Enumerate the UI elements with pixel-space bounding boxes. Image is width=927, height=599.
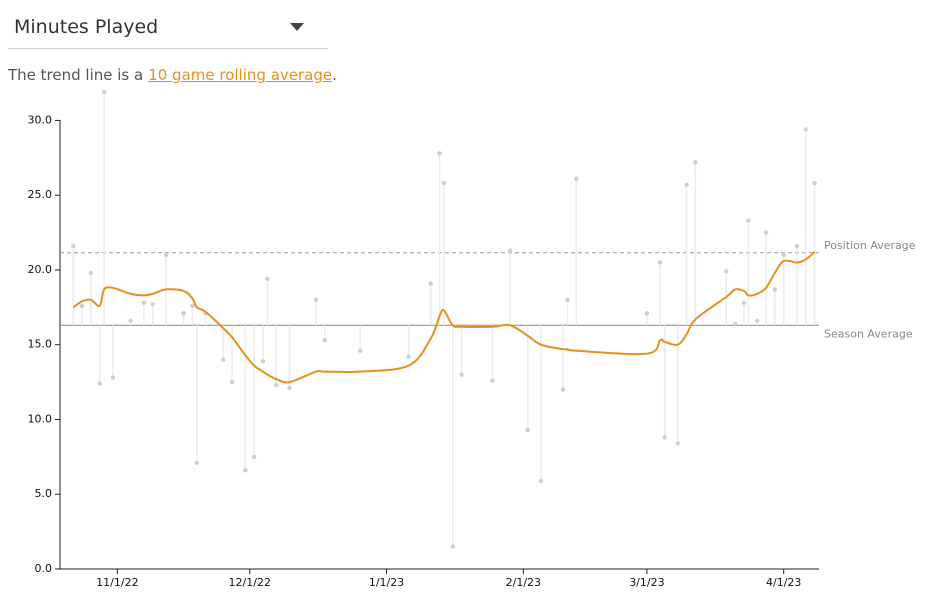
game-point <box>693 160 698 165</box>
game-point <box>574 176 579 181</box>
game-point <box>128 318 133 323</box>
game-point <box>97 381 102 386</box>
game-point <box>221 357 226 362</box>
game-point <box>194 460 199 466</box>
game-point <box>781 252 786 258</box>
game-point <box>274 382 279 388</box>
note-end: . <box>332 66 337 84</box>
game-point <box>243 468 248 473</box>
game-point <box>525 427 530 433</box>
metric-dropdown[interactable]: Minutes Played <box>8 8 328 49</box>
game-point <box>772 287 778 292</box>
game-point <box>724 269 729 274</box>
game-point <box>644 311 650 316</box>
game-point <box>260 358 266 364</box>
x-tick-label: 1/1/23 <box>369 576 404 589</box>
game-point <box>507 248 513 253</box>
game-point <box>71 243 76 249</box>
game-point <box>662 435 667 440</box>
game-point <box>803 127 808 132</box>
game-point <box>287 385 292 391</box>
y-tick-label: 30.0 <box>28 113 53 126</box>
x-tick-label: 2/1/23 <box>506 576 541 589</box>
game-point <box>812 181 817 186</box>
x-tick-label: 4/1/23 <box>766 576 801 589</box>
game-point <box>101 89 107 95</box>
game-point <box>203 311 208 316</box>
game-point <box>565 297 570 303</box>
game-point <box>229 379 235 385</box>
trend-line <box>72 251 816 384</box>
game-point <box>88 270 94 276</box>
x-tick-label: 11/1/22 <box>96 576 138 589</box>
game-point <box>110 375 116 380</box>
game-point <box>163 252 169 258</box>
rolling-average-link[interactable]: 10 game rolling average <box>148 66 333 84</box>
dropdown-label: Minutes Played <box>14 16 159 38</box>
game-point <box>560 387 566 392</box>
reference-label: Season Average <box>824 327 913 340</box>
game-point <box>406 354 411 359</box>
dropdown-arrow <box>290 23 304 31</box>
game-point <box>538 478 544 483</box>
game-point <box>675 441 680 446</box>
game-point <box>313 297 319 303</box>
game-point <box>755 318 760 323</box>
y-tick-label: 15.0 <box>28 338 53 351</box>
x-tick-label: 12/1/22 <box>229 576 271 589</box>
game-point <box>181 311 186 316</box>
note-text: The trend line is a <box>8 66 144 84</box>
game-point <box>428 281 433 286</box>
game-point <box>251 454 257 460</box>
x-tick-label: 3/1/23 <box>629 576 664 589</box>
trend-note: The trend line is a 10 game rolling avera… <box>8 66 337 84</box>
y-tick-label: 20.0 <box>28 263 53 276</box>
y-tick-label: 25.0 <box>28 188 53 201</box>
game-point <box>265 276 270 282</box>
y-tick-label: 0.0 <box>35 562 53 575</box>
game-point <box>741 300 747 306</box>
game-point <box>746 218 751 223</box>
reference-label: Position Average <box>824 239 916 252</box>
y-tick-label: 5.0 <box>35 487 53 500</box>
game-point <box>150 302 155 307</box>
game-point <box>190 303 195 309</box>
game-point <box>684 182 689 187</box>
game-point <box>441 181 447 186</box>
game-point <box>763 230 769 235</box>
game-point <box>450 544 455 549</box>
game-point <box>459 372 464 377</box>
game-point <box>322 338 327 343</box>
game-point <box>490 378 495 383</box>
game-point <box>437 151 442 156</box>
y-tick-label: 10.0 <box>28 412 53 425</box>
game-point <box>657 260 663 265</box>
game-point <box>79 303 85 309</box>
game-point <box>141 300 147 306</box>
game-point <box>357 348 363 353</box>
game-point <box>794 243 800 249</box>
game-point <box>732 321 738 326</box>
